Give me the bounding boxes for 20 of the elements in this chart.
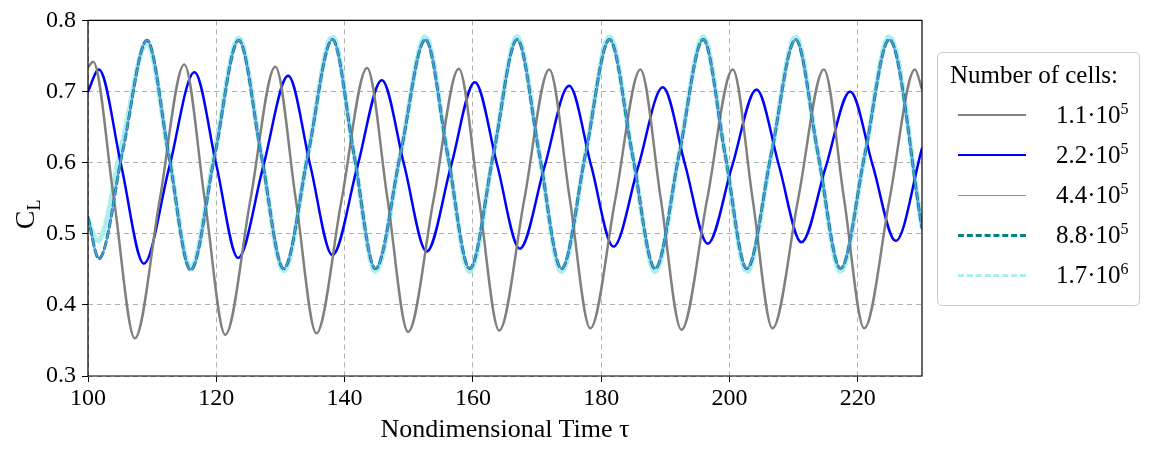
- x-tick-label: 200: [711, 383, 748, 410]
- x-tick-label: 140: [326, 383, 363, 410]
- legend-label: 2.2·10$^{5}$: [1056, 140, 1129, 170]
- y-tick-label: 0.7: [46, 76, 76, 103]
- y-tick-label: 0.5: [46, 219, 76, 246]
- legend-title: Number of cells:: [950, 61, 1119, 89]
- line-series: [88, 68, 922, 265]
- x-tick-label: 180: [583, 383, 620, 410]
- x-tick-label: 160: [454, 383, 491, 410]
- legend-label: 8.8·10$^{5}$: [1056, 220, 1129, 250]
- x-axis-title: Nondimensional Time τ: [380, 414, 630, 444]
- y-tick-label: 0.6: [46, 147, 76, 174]
- line-series: [88, 60, 922, 340]
- legend-label: 1.1·10$^{5}$: [1056, 100, 1129, 130]
- legend-label: 1.7·10$^{6}$: [1056, 260, 1129, 290]
- x-tick-label: 120: [198, 383, 235, 410]
- legend-label: 4.4·10$^{5}$: [1056, 180, 1129, 210]
- y-tick-label: 0.8: [46, 5, 76, 32]
- x-tick-label: 220: [839, 383, 876, 410]
- y-tick-label: 0.4: [46, 290, 76, 317]
